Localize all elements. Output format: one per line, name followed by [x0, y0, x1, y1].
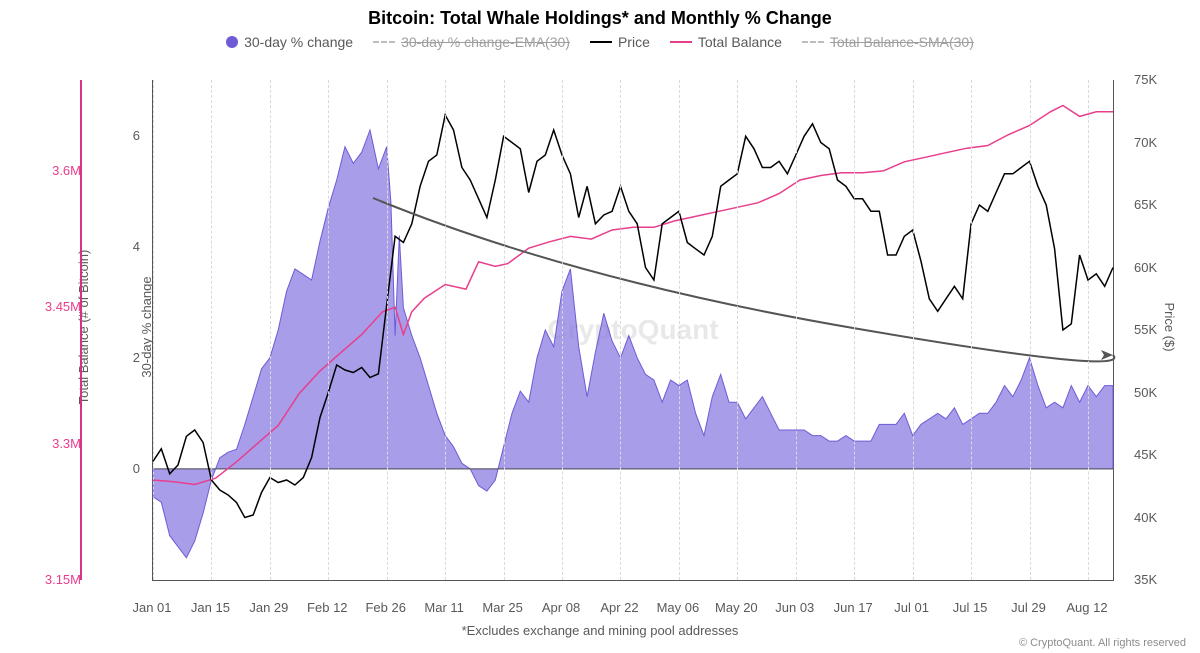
gridline: [153, 80, 154, 580]
chart-svg: [153, 80, 1113, 580]
x-tick: Jun 03: [775, 600, 814, 615]
gridline: [211, 80, 212, 580]
gridline: [387, 80, 388, 580]
y-inner-tick: 4: [122, 239, 140, 254]
y-right-tick: 50K: [1134, 385, 1170, 400]
gridline: [328, 80, 329, 580]
legend-item-bal[interactable]: Total Balance: [670, 34, 782, 50]
y-right-tick: 65K: [1134, 197, 1170, 212]
y-right-tick: 70K: [1134, 135, 1170, 150]
y-inner-tick: 0: [122, 461, 140, 476]
x-tick: Aug 12: [1066, 600, 1107, 615]
y-right-tick: 45K: [1134, 447, 1170, 462]
gridline: [854, 80, 855, 580]
gridline: [270, 80, 271, 580]
x-tick: May 20: [715, 600, 758, 615]
gridline: [445, 80, 446, 580]
plot-area: CryptoQuant: [152, 80, 1114, 581]
y-axis-outer-line: [80, 80, 82, 580]
gridline: [679, 80, 680, 580]
x-tick: Feb 26: [365, 600, 405, 615]
x-tick: Apr 22: [600, 600, 638, 615]
gridline: [1088, 80, 1089, 580]
gridline: [562, 80, 563, 580]
x-tick: Jul 29: [1011, 600, 1046, 615]
footnote: *Excludes exchange and mining pool addre…: [0, 623, 1200, 638]
legend-item-pct[interactable]: 30-day % change: [226, 34, 353, 50]
x-tick: Jan 01: [132, 600, 171, 615]
x-tick: Jan 15: [191, 600, 230, 615]
y-outer-tick: 3.3M: [35, 436, 81, 451]
x-tick: Jan 29: [249, 600, 288, 615]
chart-title: Bitcoin: Total Whale Holdings* and Month…: [0, 8, 1200, 29]
series-pct-area: [153, 130, 1113, 558]
y-outer-tick: 3.15M: [35, 572, 81, 587]
x-tick: Jun 17: [834, 600, 873, 615]
y-inner-tick: 6: [122, 128, 140, 143]
gridline: [504, 80, 505, 580]
y-right-tick: 35K: [1134, 572, 1170, 587]
legend-item-ema[interactable]: 30-day % change-EMA(30): [373, 34, 570, 50]
x-tick: Jul 01: [894, 600, 929, 615]
gridline: [796, 80, 797, 580]
x-tick: Mar 25: [482, 600, 522, 615]
y-outer-tick: 3.6M: [35, 163, 81, 178]
y-right-tick: 75K: [1134, 72, 1170, 87]
gridline: [1030, 80, 1031, 580]
gridline: [913, 80, 914, 580]
x-tick: May 06: [657, 600, 700, 615]
x-tick: Feb 12: [307, 600, 347, 615]
y-right-tick: 40K: [1134, 510, 1170, 525]
x-tick: Jul 15: [953, 600, 988, 615]
annotation-arrow: [373, 198, 1114, 361]
x-tick: Apr 08: [542, 600, 580, 615]
y-outer-tick: 3.45M: [35, 299, 81, 314]
legend: 30-day % change 30-day % change-EMA(30) Pr…: [0, 34, 1200, 50]
legend-item-sma[interactable]: Total Balance-SMA(30): [802, 34, 974, 50]
x-tick: Mar 11: [424, 600, 464, 615]
y-axis-outer-label: Total Balance (# of Bitcoin): [76, 249, 91, 404]
gridline: [620, 80, 621, 580]
y-inner-tick: 2: [122, 350, 140, 365]
y-right-tick: 60K: [1134, 260, 1170, 275]
gridline: [971, 80, 972, 580]
y-right-tick: 55K: [1134, 322, 1170, 337]
annotation-arrowhead: [1101, 350, 1113, 360]
gridline: [737, 80, 738, 580]
copyright: © CryptoQuant. All rights reserved: [1019, 637, 1186, 649]
legend-item-price[interactable]: Price: [590, 34, 650, 50]
